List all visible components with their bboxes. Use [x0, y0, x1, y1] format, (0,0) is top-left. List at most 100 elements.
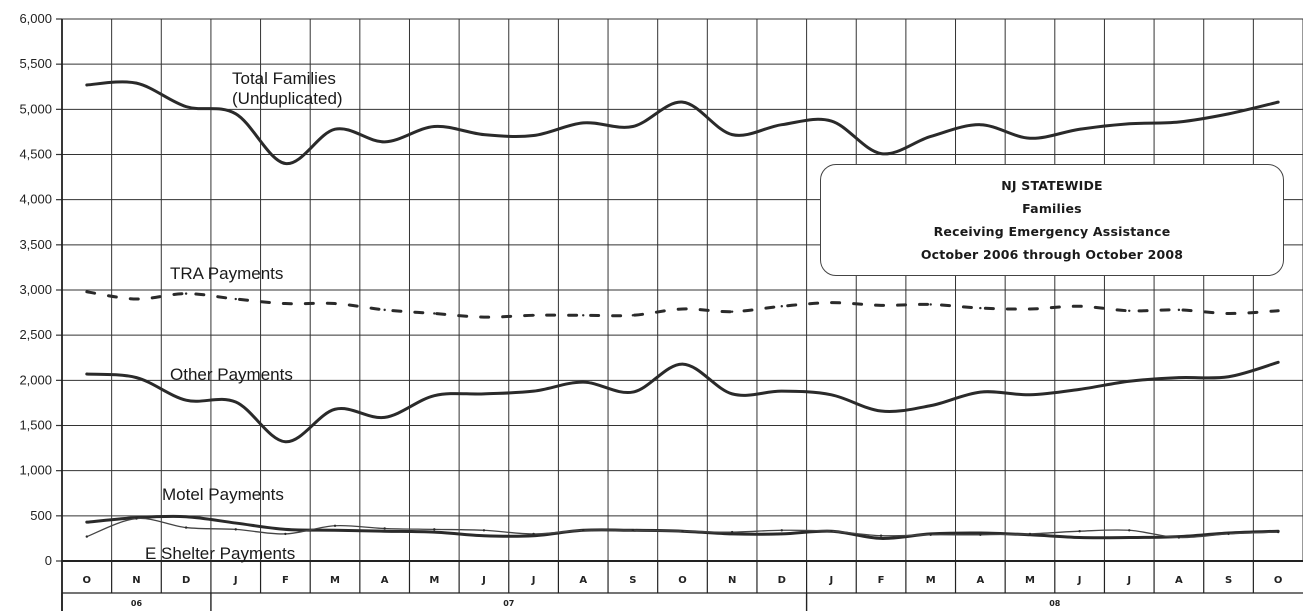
other-payments-point — [681, 362, 684, 366]
tra-payments-point — [830, 301, 833, 304]
e-shelter-payments-point — [1128, 529, 1131, 532]
motel-payments-point — [1128, 536, 1131, 539]
other-payments-point — [1078, 388, 1081, 391]
x-tick-label: J — [829, 575, 834, 586]
motel-payments-line — [85, 514, 1280, 540]
tra-payments-point — [1227, 312, 1230, 315]
year-label: 06 — [131, 599, 143, 608]
other-payments-point — [482, 392, 486, 396]
other-payments-point — [879, 409, 883, 413]
y-tick-label: 4,500 — [19, 147, 52, 162]
x-tick-label: A — [976, 575, 984, 586]
x-tick-label: N — [132, 575, 140, 586]
motel-payments-point — [1078, 536, 1081, 539]
motel-payments-point — [284, 528, 287, 531]
tra-payments-point — [433, 312, 436, 315]
x-tick-label: M — [429, 575, 439, 586]
total-families-point — [135, 81, 138, 85]
x-tick-label: J — [1077, 575, 1082, 586]
other-payments-point — [780, 389, 783, 393]
tra-payments-point — [482, 315, 486, 319]
series-lines — [85, 80, 1280, 540]
tra-payments-line — [85, 290, 1280, 319]
total-families-point — [830, 119, 833, 123]
e-shelter-payments-point — [482, 529, 486, 532]
tra-payments-point — [184, 292, 188, 295]
motel-payments-point — [184, 515, 188, 518]
other-payments-point — [333, 408, 337, 411]
total-families-point — [433, 125, 436, 128]
e-shelter-payments-point — [582, 529, 585, 532]
x-tick-label: S — [1225, 575, 1232, 586]
total-families-point — [1177, 120, 1181, 124]
motel-payments-point — [532, 534, 535, 537]
y-tick-label: 5,000 — [19, 101, 52, 116]
tra-payments-point — [879, 304, 883, 307]
e-shelter-payments-point — [780, 529, 783, 532]
total-families-point — [184, 105, 188, 108]
total-families-point — [582, 121, 585, 125]
motel-payments-point — [780, 532, 783, 536]
tra-payments-point — [1276, 309, 1280, 312]
y-tick-label: 4,000 — [19, 192, 52, 207]
other-payments-point — [979, 390, 982, 394]
tra-payments-point — [383, 308, 386, 312]
e-shelter-payments-point — [433, 528, 436, 531]
e-shelter-payments-point — [830, 529, 833, 533]
total-families-point — [979, 123, 982, 126]
year-label: 07 — [503, 599, 514, 608]
e-shelter-payments-point — [85, 535, 89, 538]
motel-payments-point — [383, 529, 386, 533]
motel-payments-point — [730, 532, 734, 536]
total-families-point — [631, 125, 635, 128]
y-tick-label: 3,000 — [19, 282, 52, 297]
motel-payments-point — [333, 529, 337, 532]
tra-payments-point — [582, 314, 585, 317]
x-tick-label: J — [233, 575, 238, 586]
other-payments-point — [433, 394, 436, 397]
other-payments-point — [1177, 376, 1181, 379]
e-shelter-payments-point — [135, 517, 138, 520]
other-payments-point — [1128, 380, 1131, 383]
x-tick-label: M — [330, 575, 340, 586]
other-payments-point — [284, 440, 287, 443]
total-families-point — [681, 100, 684, 104]
x-tick-label: M — [926, 575, 936, 586]
other-payments-point — [184, 399, 188, 402]
total-families-point — [482, 133, 486, 136]
total-families-point — [730, 133, 734, 136]
e-shelter-payments-label: E Shelter Payments — [145, 544, 295, 563]
tra-payments-point — [1078, 305, 1081, 308]
total-families-point — [1128, 122, 1131, 125]
e-shelter-payments-point — [383, 527, 386, 530]
x-axis: O N D J F M A M J J A S O N D J F M A M J J A S O 06 07 08 — [61, 560, 1303, 611]
other-payments-point — [631, 390, 635, 394]
other-payments-label: Other Payments — [170, 365, 293, 384]
tra-payments-point — [333, 302, 337, 305]
tra-payments-point — [979, 306, 982, 310]
motel-payments-label: Motel Payments — [162, 485, 284, 504]
x-tick-label: J — [481, 575, 486, 586]
e-shelter-payments-point — [979, 533, 982, 537]
other-payments-point — [582, 380, 585, 384]
e-shelter-payments-point — [1028, 532, 1032, 536]
total-families-label: Total Families — [232, 69, 336, 88]
y-axis: 0 500 1,000 1,500 2,000 2,500 3,000 3,500 4,000 4… — [19, 11, 63, 611]
x-tick-label: D — [182, 575, 190, 586]
x-tick-label: M — [1025, 575, 1035, 586]
x-tick-label: J — [531, 575, 536, 586]
other-payments-point — [830, 393, 833, 396]
x-tick-label: D — [778, 575, 786, 586]
y-tick-label: 1,500 — [19, 418, 52, 433]
y-tick-label: 1,000 — [19, 463, 52, 478]
y-tick-label: 500 — [30, 508, 52, 523]
total-families-point — [1227, 112, 1230, 116]
tra-payments-point — [1177, 308, 1181, 312]
motel-payments-point — [482, 534, 486, 537]
title-line-1: NJ STATEWIDE — [1001, 178, 1103, 193]
total-families-point — [284, 162, 287, 165]
e-shelter-payments-point — [333, 524, 337, 527]
motel-payments-point — [879, 537, 883, 540]
e-shelter-payments-point — [1227, 532, 1230, 536]
